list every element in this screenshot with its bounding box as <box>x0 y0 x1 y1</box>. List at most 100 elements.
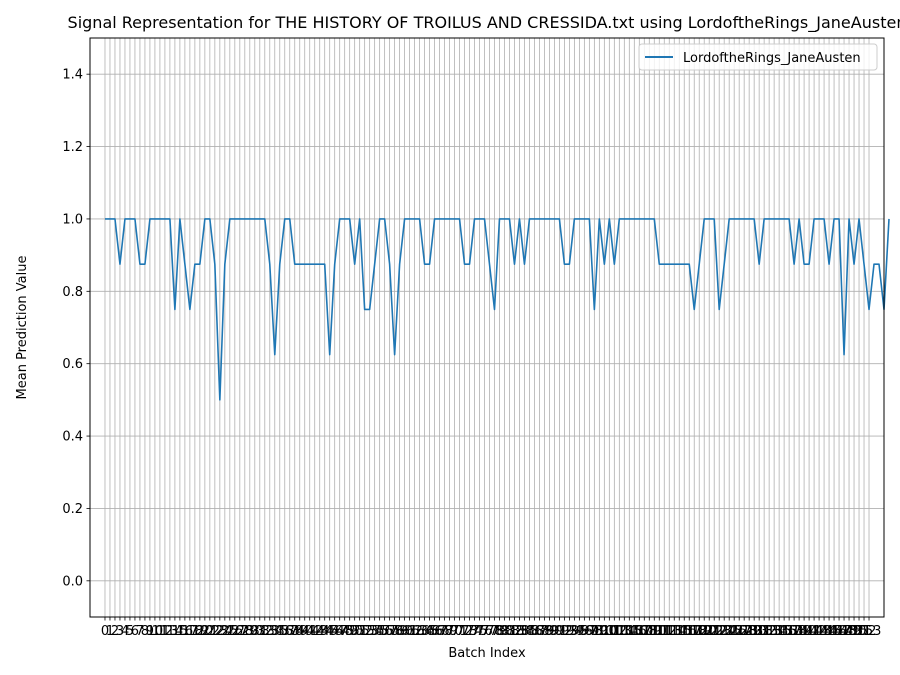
x-tick-label: 10 <box>147 624 164 639</box>
x-tick-label: 150 <box>842 624 867 639</box>
x-tick-label: 36 <box>276 624 293 639</box>
x-tick-label: 92 <box>556 624 573 639</box>
x-tick-label: 8 <box>141 624 149 639</box>
x-tick-label: 111 <box>647 624 672 639</box>
x-tick-label: 84 <box>516 624 533 639</box>
x-tick-label: 145 <box>817 624 842 639</box>
x-tick-label: 70 <box>446 624 463 639</box>
x-tick-label: 110 <box>642 624 667 639</box>
x-tick-label: 102 <box>602 624 627 639</box>
x-tick-label: 128 <box>732 624 757 639</box>
x-tick-label: 124 <box>712 624 737 639</box>
x-tick-label: 32 <box>257 624 274 639</box>
x-tick-label: 18 <box>187 624 204 639</box>
x-tick-label: 106 <box>622 624 647 639</box>
x-tick-label: 6 <box>131 624 139 639</box>
x-tick-label: 4 <box>121 624 129 639</box>
x-tick-label: 121 <box>697 624 722 639</box>
x-tick-label: 29 <box>242 624 259 639</box>
x-tick-label: 26 <box>227 624 244 639</box>
x-tick-label: 77 <box>481 624 498 639</box>
x-tick-label: 87 <box>531 624 548 639</box>
x-tick-label: 129 <box>737 624 762 639</box>
x-tick-label: 98 <box>586 624 603 639</box>
x-tick-label: 63 <box>411 624 428 639</box>
x-tick-label: 76 <box>476 624 493 639</box>
x-tick-label: 69 <box>441 624 458 639</box>
x-tick-label: 97 <box>581 624 598 639</box>
x-tick-label: 48 <box>336 624 353 639</box>
x-tick-label: 73 <box>461 624 478 639</box>
x-tick-label: 74 <box>466 624 483 639</box>
x-tick-label: 14 <box>167 624 184 639</box>
x-tick-label: 107 <box>627 624 652 639</box>
ticks: 0123456789101112131415161718192021222324… <box>62 68 881 639</box>
x-tick-label: 61 <box>401 624 418 639</box>
x-tick-label: 115 <box>667 624 692 639</box>
x-tick-label: 39 <box>291 624 308 639</box>
x-tick-label: 45 <box>321 624 338 639</box>
x-tick-label: 47 <box>331 624 348 639</box>
x-tick-label: 143 <box>807 624 832 639</box>
x-tick-label: 27 <box>232 624 249 639</box>
x-tick-label: 17 <box>182 624 199 639</box>
x-tick-label: 40 <box>296 624 313 639</box>
x-tick-label: 122 <box>702 624 727 639</box>
x-tick-label: 119 <box>687 624 712 639</box>
x-tick-label: 1 <box>106 624 114 639</box>
x-tick-label: 118 <box>682 624 707 639</box>
x-tick-label: 82 <box>506 624 523 639</box>
x-tick-label: 99 <box>591 624 608 639</box>
legend-box <box>638 43 878 71</box>
y-axis-title: Mean Prediction Value <box>15 256 30 400</box>
x-tick-label: 125 <box>717 624 742 639</box>
x-tick-label: 64 <box>416 624 433 639</box>
x-tick-label: 86 <box>526 624 543 639</box>
x-tick-label: 59 <box>391 624 408 639</box>
x-tick-label: 21 <box>202 624 219 639</box>
x-tick-label: 38 <box>286 624 303 639</box>
x-tick-label: 54 <box>366 624 383 639</box>
x-tick-label: 100 <box>592 624 617 639</box>
x-tick-label: 147 <box>827 624 852 639</box>
x-tick-label: 141 <box>797 624 822 639</box>
x-tick-label: 78 <box>486 624 503 639</box>
x-tick-label: 65 <box>421 624 438 639</box>
x-tick-label: 108 <box>632 624 657 639</box>
x-tick-label: 50 <box>346 624 363 639</box>
y-tick-label: 0.2 <box>62 502 83 517</box>
x-tick-label: 127 <box>727 624 752 639</box>
x-tick-label: 60 <box>396 624 413 639</box>
x-tick-label: 53 <box>361 624 378 639</box>
y-tick-label: 0.6 <box>62 357 83 372</box>
x-tick-label: 5 <box>126 624 134 639</box>
x-tick-label: 149 <box>837 624 862 639</box>
x-tick-label: 68 <box>436 624 453 639</box>
x-tick-label: 79 <box>491 624 508 639</box>
x-tick-label: 144 <box>812 624 837 639</box>
x-tick-label: 62 <box>406 624 423 639</box>
x-tick-label: 148 <box>832 624 857 639</box>
x-tick-label: 114 <box>662 624 687 639</box>
x-tick-label: 126 <box>722 624 747 639</box>
x-tick-label: 49 <box>341 624 358 639</box>
x-tick-label: 46 <box>326 624 343 639</box>
x-tick-label: 88 <box>536 624 553 639</box>
x-tick-label: 105 <box>617 624 642 639</box>
x-tick-label: 31 <box>252 624 269 639</box>
x-tick-label: 42 <box>306 624 323 639</box>
x-tick-label: 116 <box>672 624 697 639</box>
x-tick-label: 7 <box>136 624 144 639</box>
series-line <box>104 218 890 401</box>
x-tick-label: 94 <box>566 624 583 639</box>
x-tick-label: 151 <box>847 624 872 639</box>
series-layer <box>104 218 890 401</box>
x-tick-label: 90 <box>546 624 563 639</box>
x-tick-label: 112 <box>652 624 677 639</box>
x-axis-title: Batch Index <box>448 646 526 661</box>
x-tick-label: 37 <box>281 624 298 639</box>
x-tick-label: 142 <box>802 624 827 639</box>
x-tick-label: 101 <box>597 624 622 639</box>
x-tick-label: 22 <box>207 624 224 639</box>
